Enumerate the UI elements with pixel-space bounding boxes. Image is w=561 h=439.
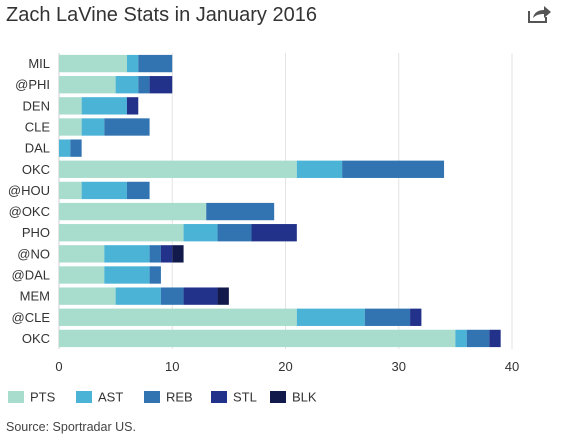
bar-segment-ast[interactable] [126,54,139,73]
legend-swatch [270,391,286,403]
bars [59,54,501,348]
bar-segment-ast[interactable] [296,308,365,326]
bar-segment-reb[interactable] [149,245,161,263]
bar-segment-stl[interactable] [489,329,501,348]
bar-segment-stl[interactable] [149,76,173,94]
bar-segment-pts[interactable] [59,308,297,326]
bar-segment-stl[interactable] [251,224,297,242]
category-labels: MIL @PHI DEN CLE DAL OKC @HOU @OKC PHO @NO @DAL MEM… [8,56,50,346]
legend-item-ast[interactable]: AST [76,390,123,405]
bar-segment-reb[interactable] [466,329,490,348]
category-label: MIL [28,56,50,71]
bar-segment-reb[interactable] [138,76,150,94]
bar-segment-pts[interactable] [59,54,127,73]
bar-segment-reb[interactable] [104,118,150,136]
bar-segment-blk[interactable] [217,287,229,305]
legend-item-stl[interactable]: STL [211,390,257,405]
bar-segment-ast[interactable] [104,245,150,263]
legend-label: REB [166,390,193,405]
legend-swatch [144,391,160,403]
bar-segment-ast[interactable] [115,76,139,94]
x-tick-label: 10 [165,359,179,374]
legend-item-reb[interactable]: REB [144,390,193,405]
bar-segment-pts[interactable] [59,266,105,284]
bar-segment-reb[interactable] [364,308,411,326]
bar-segment-reb[interactable] [126,181,150,200]
category-label: @NO [17,246,50,261]
bar-segment-ast[interactable] [59,139,71,157]
bar-segment-ast[interactable] [296,160,343,178]
bar-segment-stl[interactable] [160,245,173,263]
category-label: @DAL [12,268,51,283]
bar-segment-pts[interactable] [59,160,297,178]
x-tick-labels: 0 10 20 30 40 [55,359,519,374]
bar-segment-ast[interactable] [81,181,127,200]
category-label: CLE [25,120,51,135]
category-label: OKC [22,331,50,346]
bar-segment-pts[interactable] [59,245,105,263]
legend-item-pts[interactable]: PTS [8,390,56,405]
legend-label: STL [233,390,257,405]
x-tick-label: 0 [55,359,62,374]
bar-segment-ast[interactable] [455,329,467,348]
bar-segment-reb[interactable] [138,54,173,73]
legend-item-blk[interactable]: BLK [270,390,317,405]
category-label: @PHI [15,77,50,92]
bar-segment-reb[interactable] [217,224,252,242]
legend-label: AST [98,390,123,405]
category-label: @CLE [12,310,51,325]
category-label: DEN [23,98,50,113]
bar-segment-reb[interactable] [160,287,184,305]
category-label: OKC [22,162,50,177]
bar-segment-stl[interactable] [410,308,422,326]
category-label: PHO [22,225,50,240]
legend-swatch [211,391,227,403]
bar-segment-ast[interactable] [81,118,105,136]
chart-title: Zach LaVine Stats in January 2016 [6,4,317,26]
category-label: DAL [25,141,50,156]
bar-segment-reb[interactable] [206,202,275,221]
bar-segment-pts[interactable] [59,329,456,348]
legend[interactable]: PTS AST REB STL BLK [8,390,317,405]
bar-segment-pts[interactable] [59,287,116,305]
category-label: @HOU [8,183,50,198]
bar-segment-ast[interactable] [81,97,127,115]
bar-segment-pts[interactable] [59,181,82,200]
category-label: MEM [20,289,50,304]
source-note: Source: Sportradar US. [6,420,136,434]
share-button[interactable] [527,4,553,24]
bar-segment-blk[interactable] [172,245,184,263]
bar-segment-pts[interactable] [59,118,82,136]
bar-segment-stl[interactable] [126,97,139,115]
x-tick-label: 20 [278,359,292,374]
legend-label: BLK [292,390,317,405]
bar-segment-pts[interactable] [59,224,184,242]
bar-segment-reb[interactable] [342,160,445,178]
legend-swatch [76,391,92,403]
bar-segment-pts[interactable] [59,202,207,221]
bar-segment-pts[interactable] [59,97,82,115]
bar-segment-reb[interactable] [70,139,82,157]
category-label: @OKC [9,204,50,219]
x-tick-label: 30 [392,359,406,374]
share-arrow-icon [528,6,551,23]
x-tick-label: 40 [505,359,519,374]
legend-swatch [8,391,24,403]
bar-segment-ast[interactable] [183,224,218,242]
bar-segment-stl[interactable] [183,287,218,305]
legend-label: PTS [30,390,56,405]
bar-segment-pts[interactable] [59,76,116,94]
bar-segment-ast[interactable] [115,287,161,305]
bar-segment-reb[interactable] [149,266,161,284]
bar-segment-ast[interactable] [104,266,150,284]
